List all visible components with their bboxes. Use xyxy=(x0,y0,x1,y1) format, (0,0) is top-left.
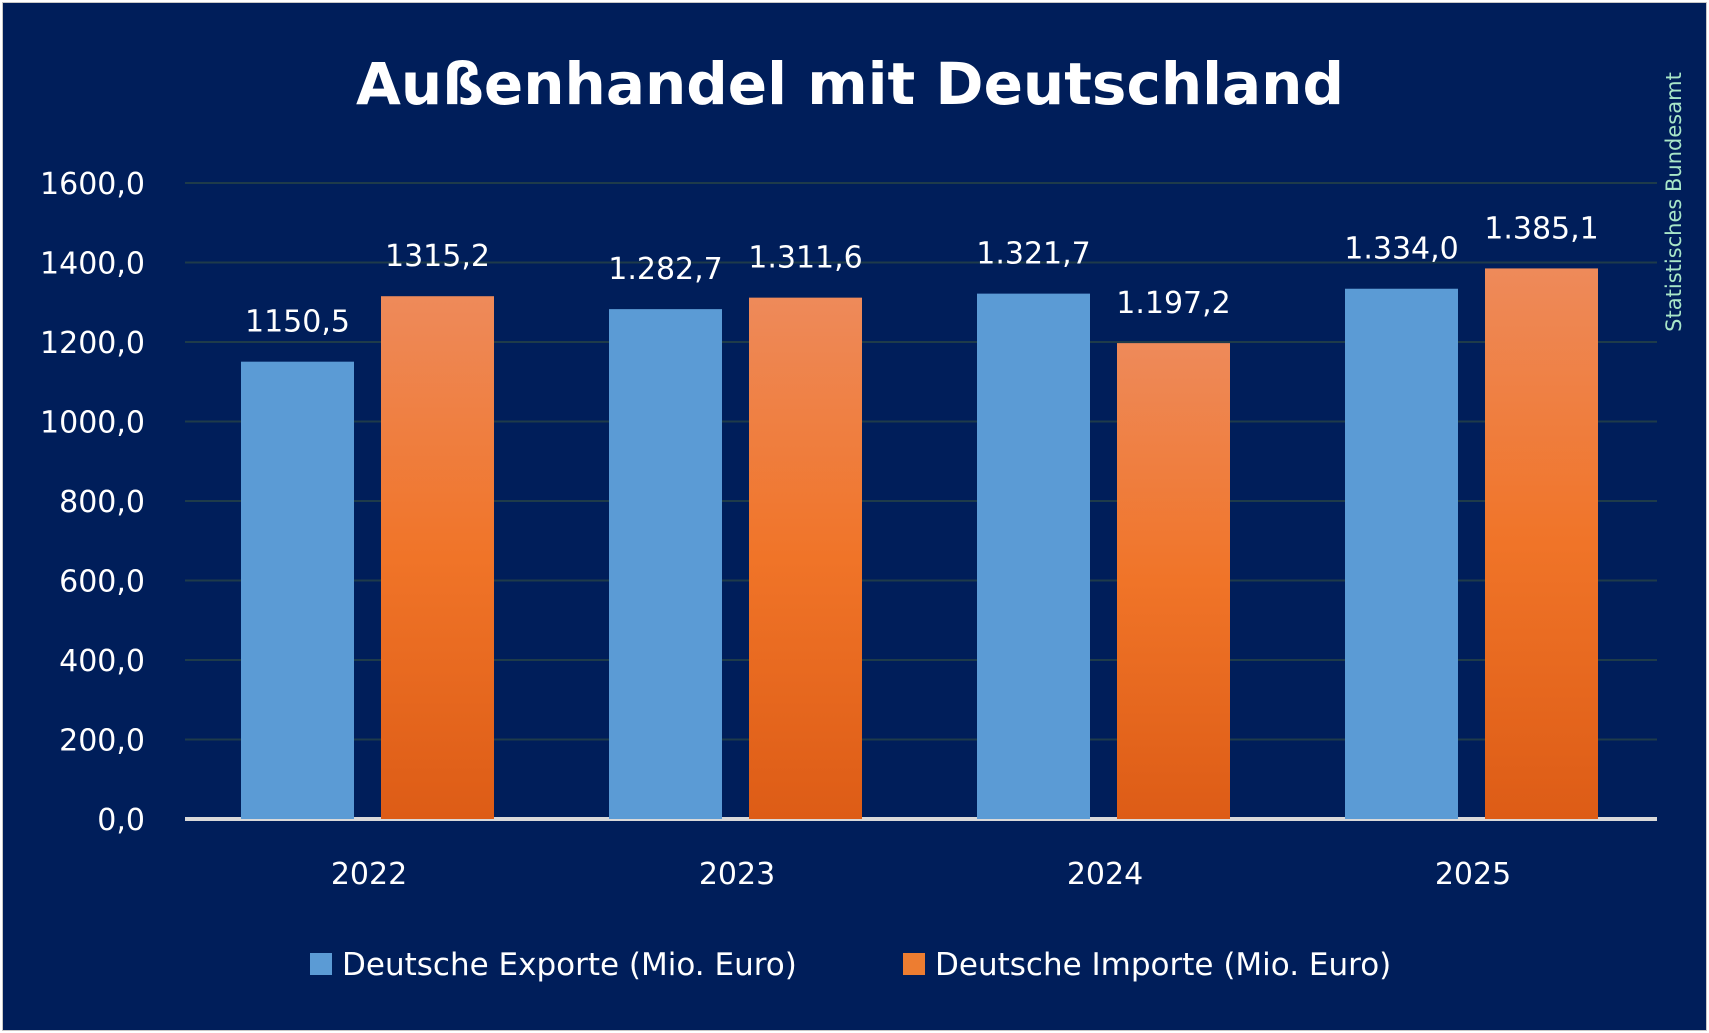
y-tick-label: 400,0 xyxy=(59,644,145,679)
bar-imports xyxy=(1485,268,1598,820)
y-tick-label: 0,0 xyxy=(97,803,145,838)
x-tick-label: 2024 xyxy=(1067,857,1143,892)
data-label: 1150,5 xyxy=(245,305,350,340)
y-tick-label: 200,0 xyxy=(59,724,145,759)
legend-swatch xyxy=(903,953,925,975)
chart-title: Außenhandel mit Deutschland xyxy=(356,50,1344,118)
y-tick-label: 1600,0 xyxy=(40,167,145,202)
data-label: 1.282,7 xyxy=(608,252,723,287)
legend-label: Deutsche Importe (Mio. Euro) xyxy=(935,947,1391,983)
x-tick-label: 2023 xyxy=(699,857,775,892)
y-tick-label: 1200,0 xyxy=(40,326,145,361)
bar-exports xyxy=(977,293,1090,819)
data-label: 1.321,7 xyxy=(976,237,1091,272)
x-tick-label: 2025 xyxy=(1435,857,1511,892)
legend-label: Deutsche Exporte (Mio. Euro) xyxy=(342,947,797,983)
x-tick-label: 2022 xyxy=(331,857,407,892)
data-label: 1315,2 xyxy=(385,239,490,274)
bar-exports xyxy=(241,361,354,819)
data-label: 1.334,0 xyxy=(1344,232,1459,267)
bar-imports xyxy=(749,297,862,819)
bar-exports xyxy=(609,309,722,819)
y-tick-label: 1400,0 xyxy=(40,247,145,282)
legend-swatch xyxy=(310,953,332,975)
y-tick-label: 800,0 xyxy=(59,485,145,520)
data-label: 1.311,6 xyxy=(748,241,863,276)
y-tick-label: 600,0 xyxy=(59,565,145,600)
data-label: 1.385,1 xyxy=(1484,211,1599,246)
data-label: 1.197,2 xyxy=(1116,286,1231,321)
bar-exports xyxy=(1345,288,1458,819)
y-tick-label: 1000,0 xyxy=(40,406,145,441)
bar-imports xyxy=(1117,343,1230,819)
bar-imports xyxy=(381,296,494,819)
source-note: Statistisches Bundesamt xyxy=(1662,72,1686,332)
